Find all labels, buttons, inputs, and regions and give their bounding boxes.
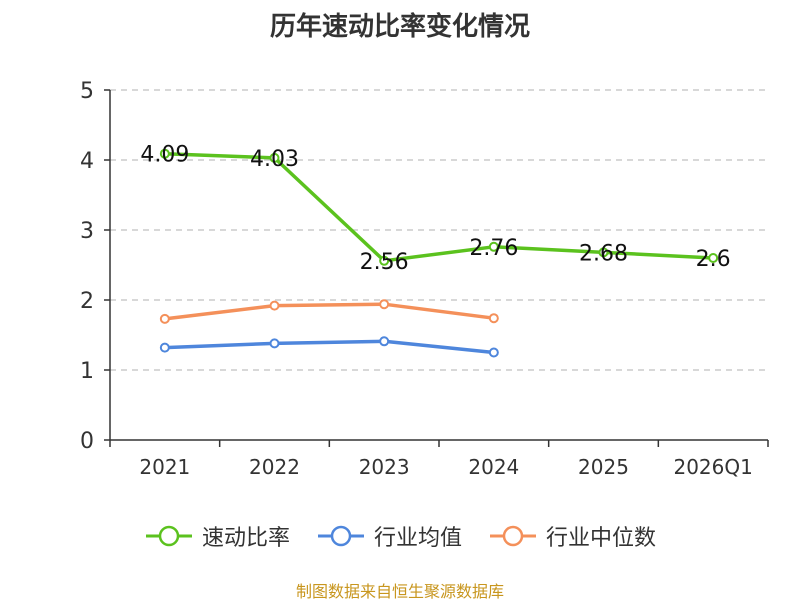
series-line	[164, 151, 714, 263]
data-point	[488, 241, 499, 252]
legend-item[interactable]: 行业中位数	[488, 520, 656, 552]
y-tick-label: 4	[80, 149, 94, 174]
y-tick-label: 2	[80, 289, 94, 314]
legend-line-icon	[145, 525, 192, 547]
y-tick-label: 3	[80, 219, 94, 244]
data-point	[598, 247, 609, 258]
data-label: 4.09	[140, 143, 189, 168]
data-point	[269, 152, 280, 163]
legend-line-icon	[490, 525, 536, 547]
data-point	[269, 338, 280, 349]
series-line	[164, 302, 495, 321]
legend-item[interactable]: 速动比率	[144, 520, 290, 552]
data-label: 2.56	[360, 250, 409, 275]
data-point	[269, 300, 280, 311]
data-point	[379, 255, 390, 266]
legend-line-icon	[317, 525, 364, 547]
x-tick-label: 2026Q1	[673, 455, 752, 479]
data-point	[159, 313, 170, 324]
data-label: 4.03	[250, 147, 299, 172]
series-line	[164, 339, 495, 355]
data-point	[159, 148, 170, 159]
y-tick-label: 1	[80, 359, 94, 384]
x-tick-label: 2024	[468, 455, 519, 479]
legend-item[interactable]: 行业均值	[316, 520, 462, 552]
data-point	[159, 342, 170, 353]
x-tick-label: 2022	[249, 455, 300, 479]
legend: 速动比率 行业均值 行业中位数	[0, 520, 800, 552]
data-label: 2.76	[469, 236, 518, 261]
legend-label: 速动比率	[201, 526, 290, 551]
data-point	[488, 347, 499, 358]
x-tick-label: 2025	[578, 455, 629, 479]
legend-label: 行业均值	[373, 526, 462, 551]
source-note: 制图数据来自恒生聚源数据库	[295, 582, 504, 601]
chart-title: 历年速动比率变化情况	[269, 12, 530, 42]
x-tick-label: 2021	[139, 455, 190, 479]
data-point	[488, 313, 499, 324]
data-point	[379, 336, 390, 347]
x-tick-label: 2023	[359, 455, 410, 479]
data-label: 2.68	[579, 241, 628, 266]
legend-label: 行业中位数	[546, 526, 657, 551]
data-label: 2.6	[696, 247, 731, 272]
y-tick-label: 5	[80, 79, 94, 104]
data-point	[708, 253, 719, 263]
data-point	[379, 299, 390, 310]
y-tick-label: 0	[80, 429, 94, 454]
